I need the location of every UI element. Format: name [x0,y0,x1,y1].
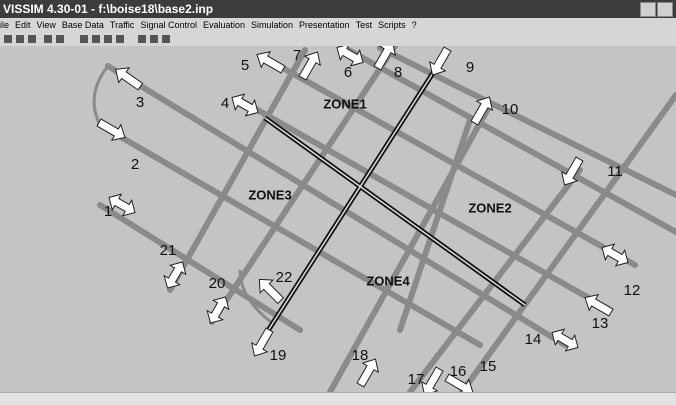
tool-icon[interactable] [138,35,146,43]
flow-arrow [560,156,584,186]
zone-label: ZONE1 [323,96,366,111]
tool-icon[interactable] [16,35,24,43]
flow-arrow [428,46,452,76]
flow-arrow [444,373,474,392]
connector [92,65,110,126]
approach-label: 13 [592,315,609,332]
approach-label: 15 [480,358,497,375]
approach-label: 3 [136,94,144,111]
tool-icon[interactable] [80,35,88,43]
menu-item[interactable]: View [36,20,56,30]
approach-label: 5 [241,57,249,74]
flow-arrow [206,296,230,324]
menu-item[interactable]: Base Data [61,20,104,30]
approach-label: 18 [352,347,369,364]
menu-item[interactable]: Evaluation [202,20,245,30]
approach-label: 1 [104,203,112,220]
menu-item[interactable]: Edit [15,20,31,30]
approach-label: 19 [270,347,287,364]
tool-icon[interactable] [44,35,52,43]
flow-arrow [115,67,144,91]
network-canvas[interactable]: 123 45 678 910111213141516171819202122ZONE1… [0,46,676,392]
connector [238,269,276,327]
tool-icon[interactable] [162,35,170,43]
flow-arrow [163,261,187,289]
toolbar [0,32,676,46]
approach-label: 4 [221,95,229,112]
flow-arrow [258,278,285,305]
cordon-lines-inner [261,61,526,341]
menu-item[interactable]: ile [0,20,10,30]
flow-arrow [601,243,629,267]
menu-bar: ile Edit View Base Data Traffic Signal Contro… [0,18,676,32]
labels: 123 45 678 910111213141516171819202122ZONE1… [104,47,641,388]
menu-item[interactable]: Scripts [378,20,406,30]
menu-item[interactable]: Simulation [251,20,294,30]
tool-icon[interactable] [104,35,112,43]
approach-label: 11 [607,163,623,180]
menu-item[interactable]: ? [411,20,417,30]
tool-icon[interactable] [4,35,12,43]
flow-arrow [356,358,380,388]
flow-arrow [470,96,494,126]
menu-item[interactable]: Signal Control [140,20,197,30]
menu-item[interactable]: Presentation [299,20,350,30]
flow-arrow [336,46,364,67]
flow-arrow [420,366,444,392]
road-network [97,46,676,392]
menu-item[interactable]: Traffic [109,20,135,30]
minimize-button[interactable] [640,2,656,17]
approach-label: 21 [160,242,177,259]
approach-label: 8 [394,64,402,81]
tool-icon[interactable] [150,35,158,43]
flow-arrow [373,46,397,71]
approach-label: 7 [293,47,301,64]
approach-label: 14 [525,331,542,348]
title-bar: VISSIM 4.30-01 - f:\boise18\base2.inp [0,0,676,18]
flow-arrow [108,193,136,217]
zone-label: ZONE2 [468,200,511,215]
flow-arrow [298,51,322,81]
zone-label: ZONE3 [248,187,291,202]
flow-arrow [256,50,286,74]
zone-label: ZONE4 [366,273,410,288]
approach-label: 9 [466,59,474,76]
approach-label: 2 [131,156,139,173]
approach-label: 17 [408,371,425,388]
window-title: VISSIM 4.30-01 - f:\boise18\base2.inp [3,2,214,16]
maximize-button[interactable] [657,2,673,17]
menu-item[interactable]: Test [355,20,373,30]
approach-label: 12 [624,282,641,299]
approach-label: 20 [209,275,226,292]
tool-icon[interactable] [116,35,124,43]
approach-label: 10 [502,101,519,118]
approach-label: 16 [450,363,467,380]
tool-icon[interactable] [28,35,36,43]
flow-arrow [231,93,259,117]
horizontal-scrollbar[interactable] [0,392,676,405]
flow-arrow [584,293,614,317]
flow-arrow [551,328,579,352]
flow-arrow [250,327,274,357]
approach-label: 22 [276,269,293,286]
approach-label: 6 [344,64,352,81]
tool-icon[interactable] [56,35,64,43]
flow-arrow [96,118,126,142]
arrows [96,46,629,392]
tool-icon[interactable] [92,35,100,43]
